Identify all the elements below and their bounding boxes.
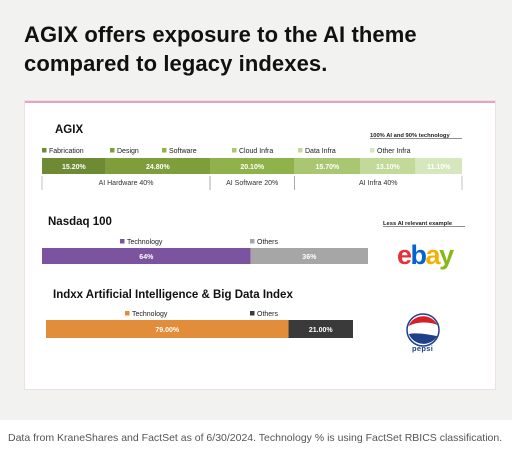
chart-title: Nasdaq 100 — [48, 216, 112, 228]
stacked-bar-charts: AGIX 100% AI and 90% technology 15.20% 24.8… — [41, 124, 465, 338]
legend-label: Others — [257, 311, 279, 318]
legend-swatch — [110, 148, 115, 153]
legend-swatch — [232, 148, 237, 153]
legend-swatch — [250, 239, 255, 244]
content-card: AGIX offers exposure to the AI theme com… — [0, 0, 512, 420]
bar-segment — [288, 320, 353, 338]
chart-title: AGIX — [55, 124, 83, 136]
ebay-logo: ebay — [397, 240, 454, 270]
ebay-logo-letter: y — [439, 240, 454, 270]
page-title: AGIX offers exposure to the AI theme com… — [24, 22, 417, 76]
legend-label: Other Infra — [377, 148, 411, 155]
bar-segment — [42, 158, 106, 174]
pepsi-wordmark: pepsi — [412, 344, 434, 353]
legend-swatch — [162, 148, 167, 153]
bar-segment — [210, 158, 295, 174]
bar-segment — [360, 158, 416, 174]
legend-label: Technology — [132, 311, 168, 318]
legend-label: Software — [169, 148, 197, 155]
legend-label: Others — [257, 239, 279, 246]
footnote: Data from KraneShares and FactSet as of … — [8, 432, 503, 444]
bar-segment — [415, 158, 462, 174]
bar-segment — [105, 158, 210, 174]
group-label: AI Infra 40% — [359, 180, 398, 187]
data-label: 36% — [302, 254, 317, 261]
data-label: 11.10% — [427, 164, 451, 171]
ebay-logo-letter: e — [397, 240, 412, 270]
data-label: 13.10% — [376, 164, 401, 171]
data-label: 79.00% — [155, 327, 180, 334]
legend-swatch — [120, 239, 125, 244]
legend-swatch — [125, 311, 130, 316]
legend-label: Fabrication — [49, 148, 84, 155]
data-label: 15.20% — [62, 164, 87, 171]
legend-label: Technology — [127, 239, 163, 246]
ebay-logo-letter: a — [425, 240, 441, 270]
legend-label: Cloud Infra — [239, 148, 273, 155]
bar-segment — [294, 158, 361, 174]
legend-swatch — [298, 148, 303, 153]
data-label: 15.70% — [316, 164, 341, 171]
pepsi-globe-icon — [406, 313, 440, 347]
data-label: 64% — [139, 254, 154, 261]
bar-segment — [250, 248, 368, 264]
bar-segment — [46, 320, 289, 338]
legend-label: Data Infra — [305, 148, 336, 155]
bar-segment — [42, 248, 251, 264]
legend-swatch — [250, 311, 255, 316]
data-label: 24.80% — [146, 164, 171, 171]
group-label: AI Software 20% — [226, 180, 278, 187]
legend-label: Design — [117, 148, 139, 155]
chart-note: Less AI relevant example — [383, 221, 453, 227]
ebay-logo-letter: b — [410, 240, 428, 270]
legend-swatch — [370, 148, 375, 153]
chart-title: Indxx Artificial Intelligence & Big Data… — [53, 289, 293, 301]
legend-swatch — [42, 148, 47, 153]
data-label: 21.00% — [309, 327, 334, 334]
group-label: AI Hardware 40% — [99, 180, 154, 187]
chart-note: 100% AI and 90% technology — [370, 133, 450, 139]
data-label: 20.10% — [240, 164, 265, 171]
